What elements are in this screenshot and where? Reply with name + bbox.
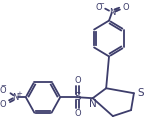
- Text: S: S: [138, 88, 144, 98]
- Text: −: −: [98, 1, 104, 7]
- Text: O: O: [122, 3, 129, 12]
- Text: N: N: [109, 8, 115, 17]
- Text: +: +: [16, 91, 22, 97]
- Text: −: −: [0, 83, 6, 89]
- Text: N: N: [12, 93, 18, 102]
- Text: +: +: [113, 7, 119, 13]
- Text: O: O: [0, 86, 7, 95]
- Text: O: O: [0, 100, 7, 109]
- Text: O: O: [74, 109, 81, 118]
- Text: O: O: [74, 76, 81, 85]
- Text: S: S: [74, 92, 81, 102]
- Text: N: N: [89, 99, 97, 109]
- Text: O: O: [96, 3, 102, 12]
